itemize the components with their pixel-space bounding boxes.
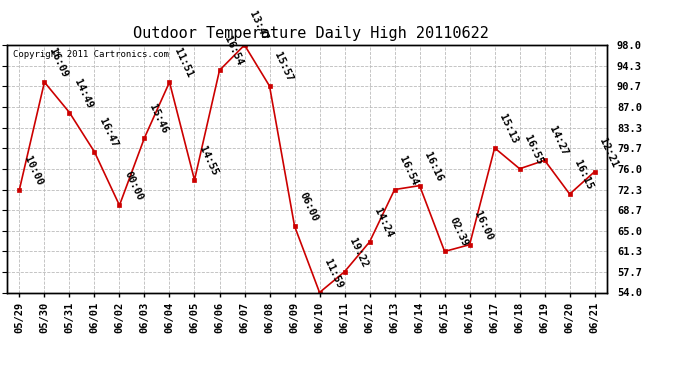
Text: Outdoor Temperature Daily High 20110622: Outdoor Temperature Daily High 20110622 <box>132 26 489 41</box>
Text: Copyright 2011 Cartronics.com: Copyright 2011 Cartronics.com <box>13 50 169 59</box>
Text: 02:39: 02:39 <box>447 216 470 249</box>
Text: 19:22: 19:22 <box>347 236 370 269</box>
Text: 16:54: 16:54 <box>222 35 244 68</box>
Text: 11:51: 11:51 <box>172 47 195 80</box>
Text: 16:15: 16:15 <box>573 159 595 191</box>
Text: 13:47: 13:47 <box>247 10 270 42</box>
Text: 16:09: 16:09 <box>47 47 70 80</box>
Text: 16:55: 16:55 <box>522 134 544 166</box>
Text: 14:55: 14:55 <box>197 145 219 177</box>
Text: 16:16: 16:16 <box>422 150 444 183</box>
Text: 14:24: 14:24 <box>373 207 395 239</box>
Text: 12:21: 12:21 <box>598 136 620 169</box>
Text: 11:59: 11:59 <box>322 257 344 290</box>
Text: 16:00: 16:00 <box>473 209 495 242</box>
Text: 15:13: 15:13 <box>497 112 520 145</box>
Text: 15:46: 15:46 <box>147 102 170 135</box>
Text: 14:27: 14:27 <box>547 125 570 158</box>
Text: 14:49: 14:49 <box>72 77 95 110</box>
Text: 16:54: 16:54 <box>397 154 420 187</box>
Text: 00:00: 00:00 <box>122 170 144 202</box>
Text: 16:47: 16:47 <box>97 117 119 149</box>
Text: 10:00: 10:00 <box>22 154 44 187</box>
Text: 06:00: 06:00 <box>297 191 319 224</box>
Text: 15:57: 15:57 <box>273 51 295 83</box>
